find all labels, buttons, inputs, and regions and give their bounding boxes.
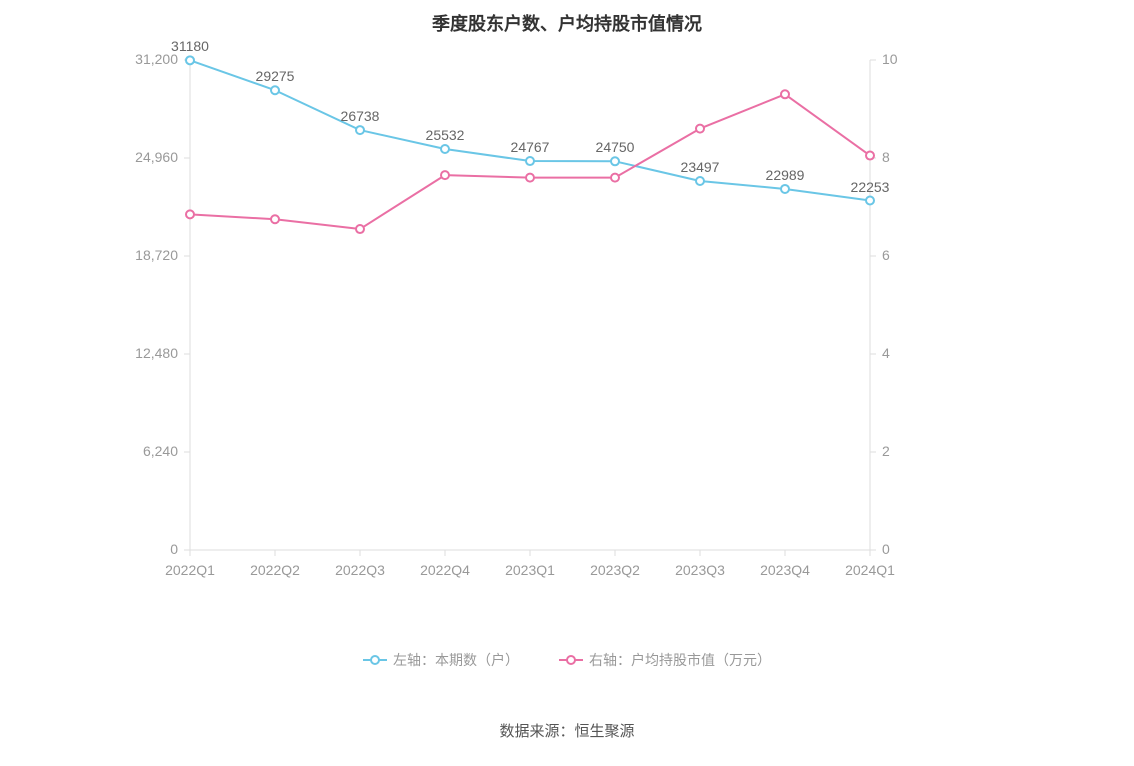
data-point-label: 31180 [171,38,209,54]
x-tick-label: 2023Q4 [760,562,810,578]
legend-swatch-right [559,654,583,666]
y-right-tick-label: 2 [882,443,890,459]
x-tick-label: 2023Q2 [590,562,640,578]
chart-container: 季度股东户数、户均持股市值情况 06,24012,48018,72024,960… [0,0,1134,766]
y-right-tick-label: 8 [882,149,890,165]
legend-label-right: 右轴：户均持股市值（万元） [589,650,771,670]
x-tick-label: 2022Q1 [165,562,215,578]
y-right-tick-label: 6 [882,247,890,263]
x-tick-label: 2022Q2 [250,562,300,578]
data-point-label: 23497 [681,159,720,175]
legend-label-left: 左轴：本期数（户） [393,650,519,670]
y-left-tick-label: 12,480 [135,345,178,361]
x-tick-label: 2022Q3 [335,562,385,578]
chart-legend: 左轴：本期数（户） 右轴：户均持股市值（万元） [0,650,1134,670]
data-point-label: 22253 [851,179,890,195]
legend-swatch-left [363,654,387,666]
x-tick-label: 2022Q4 [420,562,470,578]
data-point-label: 26738 [341,108,380,124]
source-note: 数据来源：恒生聚源 [0,720,1134,741]
legend-item-left: 左轴：本期数（户） [363,650,519,670]
y-left-tick-label: 6,240 [143,443,178,459]
y-right-tick-label: 0 [882,541,890,557]
y-right-tick-label: 4 [882,345,890,361]
y-left-tick-label: 18,720 [135,247,178,263]
y-right-tick-label: 10 [882,51,898,67]
legend-item-right: 右轴：户均持股市值（万元） [559,650,771,670]
x-tick-label: 2023Q3 [675,562,725,578]
x-tick-label: 2024Q1 [845,562,895,578]
data-point-label: 22989 [766,167,805,183]
data-point-label: 25532 [426,127,465,143]
x-tick-label: 2023Q1 [505,562,555,578]
y-left-tick-label: 0 [170,541,178,557]
data-point-label: 29275 [256,68,295,84]
data-point-label: 24767 [511,139,550,155]
data-point-label: 24750 [596,139,635,155]
y-left-tick-label: 24,960 [135,149,178,165]
